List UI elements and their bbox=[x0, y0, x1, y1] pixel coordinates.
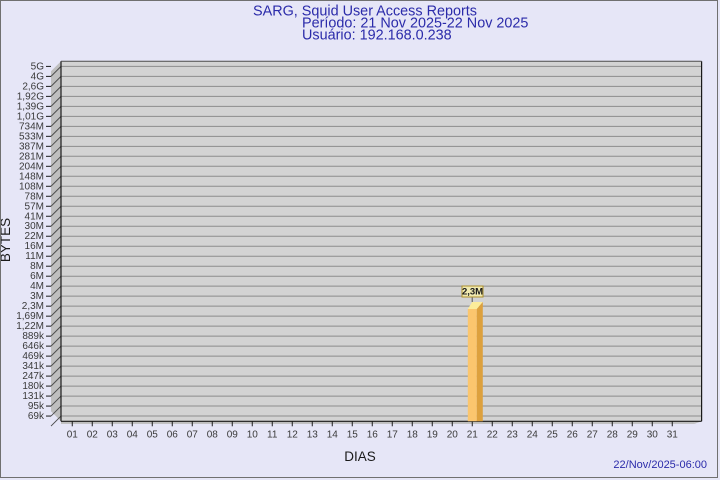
svg-text:30: 30 bbox=[647, 429, 659, 440]
svg-text:02: 02 bbox=[87, 429, 99, 440]
svg-text:69k: 69k bbox=[28, 411, 45, 422]
svg-text:11: 11 bbox=[267, 429, 278, 440]
svg-text:22/Nov/2025-06:00: 22/Nov/2025-06:00 bbox=[613, 459, 707, 471]
svg-text:28: 28 bbox=[607, 429, 619, 440]
svg-text:22: 22 bbox=[487, 429, 499, 440]
svg-text:01: 01 bbox=[67, 429, 79, 440]
svg-text:23: 23 bbox=[507, 429, 519, 440]
svg-text:10: 10 bbox=[247, 429, 259, 440]
svg-text:31: 31 bbox=[667, 429, 679, 440]
svg-text:26: 26 bbox=[567, 429, 579, 440]
svg-text:25: 25 bbox=[547, 429, 559, 440]
svg-text:13: 13 bbox=[307, 429, 319, 440]
svg-text:20: 20 bbox=[447, 429, 459, 440]
svg-text:17: 17 bbox=[387, 429, 399, 440]
svg-text:12: 12 bbox=[287, 429, 299, 440]
svg-text:29: 29 bbox=[627, 429, 639, 440]
svg-text:09: 09 bbox=[227, 429, 239, 440]
svg-text:21: 21 bbox=[467, 429, 479, 440]
svg-text:16: 16 bbox=[367, 429, 379, 440]
svg-text:03: 03 bbox=[107, 429, 119, 440]
svg-text:18: 18 bbox=[407, 429, 419, 440]
svg-text:15: 15 bbox=[347, 429, 359, 440]
svg-text:07: 07 bbox=[187, 429, 199, 440]
svg-text:05: 05 bbox=[147, 429, 159, 440]
svg-text:24: 24 bbox=[527, 429, 539, 440]
svg-text:27: 27 bbox=[587, 429, 599, 440]
svg-text:08: 08 bbox=[207, 429, 219, 440]
svg-text:14: 14 bbox=[327, 429, 339, 440]
svg-text:04: 04 bbox=[127, 429, 139, 440]
svg-text:BYTES: BYTES bbox=[1, 218, 13, 262]
svg-text:2,3M: 2,3M bbox=[462, 286, 483, 297]
svg-text:DIAS: DIAS bbox=[344, 449, 376, 464]
svg-text:06: 06 bbox=[167, 429, 179, 440]
svg-text:19: 19 bbox=[427, 429, 439, 440]
svg-text:Usuário: 192.168.0.238: Usuário: 192.168.0.238 bbox=[302, 28, 452, 44]
